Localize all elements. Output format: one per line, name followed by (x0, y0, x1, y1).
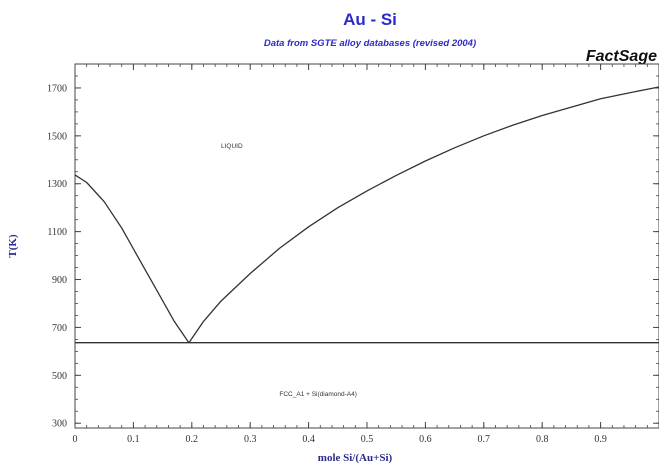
y-axis: 300 500 700 900 1100 1300 1500 1700 (47, 63, 659, 430)
x-tick-label: 0.5 (361, 434, 374, 445)
x-tick-label: 0.3 (244, 434, 257, 445)
plot-frame (74, 63, 659, 429)
region-label: FCC_A1 + Si(diamond-A4) (279, 391, 357, 398)
chart-title: Au - Si (343, 10, 397, 29)
y-tick-label: 500 (52, 371, 67, 382)
liquidus-au-side (74, 174, 190, 344)
y-tick-label: 1300 (47, 179, 67, 190)
y-tick-label: 1500 (47, 131, 67, 142)
y-tick-label: 900 (52, 275, 67, 286)
phase-region-labels: LIQUID FCC_A1 + Si(diamond-A4) (221, 143, 357, 398)
phase-boundaries (74, 86, 659, 344)
y-tick-label: 300 (52, 419, 67, 430)
y-axis-label: T(K) (7, 234, 19, 258)
y-tick-label: 1700 (47, 83, 67, 94)
x-axis-label: mole Si/(Au+Si) (318, 452, 393, 464)
x-tick-label: 0.4 (302, 434, 315, 445)
x-tick-label: 0 (73, 434, 78, 445)
y-tick-label: 1100 (47, 227, 67, 238)
y-tick-label: 700 (52, 323, 67, 334)
x-tick-label: 0.6 (419, 434, 432, 445)
x-tick-label: 0.1 (127, 434, 140, 445)
x-tick-label: 0.8 (536, 434, 549, 445)
region-label: LIQUID (221, 143, 243, 150)
x-tick-label: 0.2 (186, 434, 199, 445)
chart-subtitle: Data from SGTE alloy databases (revised … (264, 38, 476, 49)
x-tick-label: 0.9 (594, 434, 607, 445)
brand-label: FactSage (586, 48, 657, 65)
x-axis: 0 0.1 0.2 0.3 0.4 0.5 0.6 0.7 0.8 0.9 (73, 64, 648, 445)
liquidus-si-side (188, 86, 659, 344)
x-tick-label: 0.7 (478, 434, 491, 445)
